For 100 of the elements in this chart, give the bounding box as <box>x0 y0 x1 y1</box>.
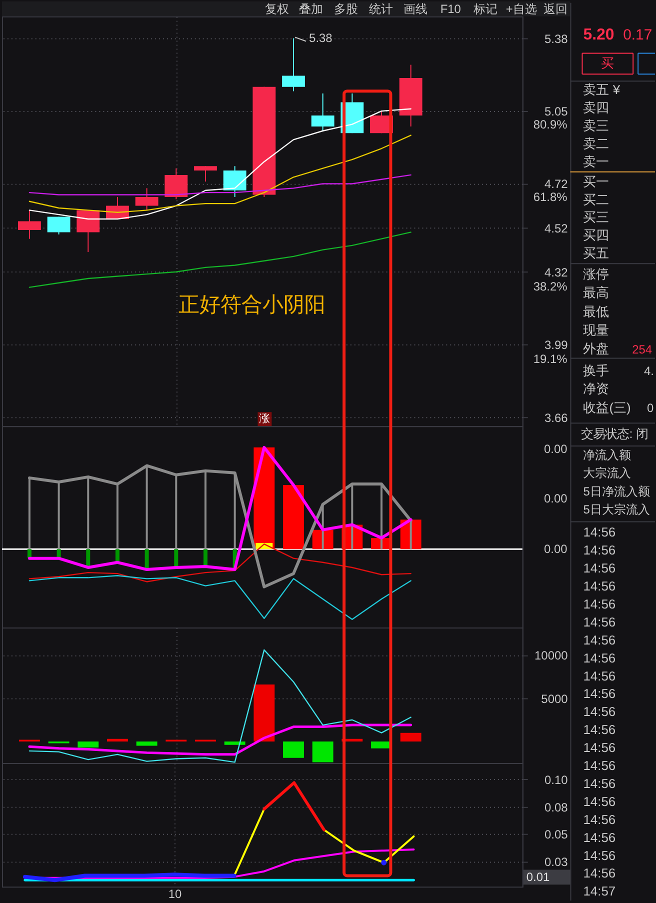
text: 0 <box>647 401 654 416</box>
text: 14:56 <box>583 614 616 630</box>
text: 买二 <box>583 192 610 207</box>
y-tick-label: 0.03 <box>544 855 568 869</box>
bar <box>283 485 304 550</box>
text: 5日大宗流入 <box>583 502 650 517</box>
y-tick-label: 0.05 <box>544 828 568 842</box>
text: 14:56 <box>583 578 616 594</box>
text: 买三 <box>583 210 610 225</box>
text: 收益(三) <box>583 400 631 416</box>
y-tick-label: 5000 <box>541 692 568 706</box>
text: 卖一 <box>583 154 610 169</box>
y-tick-label: 0.08 <box>544 800 568 814</box>
x-tick-label: 10 <box>168 887 182 902</box>
bar <box>78 741 99 748</box>
bar <box>283 741 304 758</box>
text: 5.20 <box>583 26 614 44</box>
text: 画线 <box>404 2 428 16</box>
text: 卖五 ¥ <box>583 82 621 98</box>
text: 14:56 <box>583 632 616 648</box>
text: 14:56 <box>583 830 616 845</box>
text: 14:56 <box>583 812 616 827</box>
line-series <box>28 174 412 196</box>
text: 0.00 <box>544 542 568 556</box>
text: 0.00 <box>544 491 568 506</box>
text: 最低 <box>583 304 610 319</box>
annotation: 正好符合小阴阳 <box>178 293 326 316</box>
y-tick-label: 5.05 <box>544 104 568 119</box>
candlestick <box>311 92 334 132</box>
candlestick <box>164 168 188 200</box>
text: 统计 <box>368 2 393 16</box>
y2-tick-label: 61.8% <box>533 190 568 204</box>
text: 买一 <box>583 174 610 189</box>
bar <box>136 741 158 746</box>
text: 14:56 <box>583 650 616 666</box>
text: 最高 <box>583 285 610 300</box>
text: 卖四 <box>583 100 610 116</box>
text: 涨停 <box>583 266 610 282</box>
line-series <box>28 232 412 288</box>
candlestick <box>18 210 41 240</box>
y-tick-label: 3.66 <box>544 410 568 425</box>
text: 现量 <box>583 322 610 338</box>
candlestick <box>223 166 246 198</box>
y-tick-label: 10000 <box>534 648 568 663</box>
text: 0.00 <box>544 442 568 456</box>
text: 14:56 <box>583 524 616 540</box>
bar <box>174 549 178 568</box>
bar <box>144 549 149 570</box>
text: 14:56 <box>583 668 616 684</box>
text: 14:56 <box>583 848 616 863</box>
text: 净流入额 <box>583 448 632 462</box>
text: 14:56 <box>583 596 616 612</box>
y-tick-label: 0.10 <box>544 772 568 787</box>
y-tick-label: 4.52 <box>544 221 568 236</box>
text: 交易状态: 闭 <box>581 427 648 442</box>
text: 复权 <box>265 2 290 16</box>
text: +自选 <box>506 2 537 16</box>
candlestick <box>47 216 70 235</box>
text: 14:56 <box>583 866 616 881</box>
candlestick <box>194 166 217 182</box>
text: 14:56 <box>583 560 616 576</box>
bar <box>107 738 128 742</box>
line-series <box>28 724 412 756</box>
annotation: 涨 <box>259 413 270 426</box>
text: 4. <box>644 364 654 378</box>
annotation: 5.38 <box>309 31 333 46</box>
y2-tick-label: 19.1% <box>533 352 568 366</box>
text: 大宗流入 <box>583 466 632 480</box>
text: 多股 <box>334 2 358 16</box>
text: 叠加 <box>299 2 324 16</box>
y2-tick-label: 38.2% <box>533 280 568 294</box>
bar <box>312 741 334 762</box>
text: 净资 <box>583 381 610 396</box>
text: 外盘 <box>583 341 610 356</box>
candlestick <box>135 188 158 211</box>
text: 254 <box>632 342 652 356</box>
text: 0.17 <box>623 26 652 44</box>
y-tick-label: 4.72 <box>544 177 568 192</box>
text: 卖三 <box>583 118 610 133</box>
text: 14:57 <box>583 884 616 899</box>
text: 0.01 <box>526 870 550 884</box>
text: 14:56 <box>583 740 616 756</box>
text: 卖二 <box>583 136 610 151</box>
candlestick <box>76 210 100 253</box>
text: 14:56 <box>583 704 616 720</box>
text: 5日净流入额 <box>583 484 650 498</box>
text: 14:56 <box>583 686 616 702</box>
text: 返回 <box>543 2 568 16</box>
y-tick-label: 5.38 <box>544 32 568 46</box>
bar <box>86 549 90 568</box>
bar <box>254 684 275 742</box>
text: 买五 <box>583 246 610 261</box>
y-tick-label: 3.99 <box>544 338 568 352</box>
text: 14:56 <box>583 542 616 558</box>
text: 买 <box>601 56 614 71</box>
text: 14:56 <box>583 776 616 791</box>
text: 换手 <box>583 363 610 378</box>
text: F10 <box>440 2 462 16</box>
text: 14:56 <box>583 758 616 774</box>
bar <box>400 732 422 742</box>
